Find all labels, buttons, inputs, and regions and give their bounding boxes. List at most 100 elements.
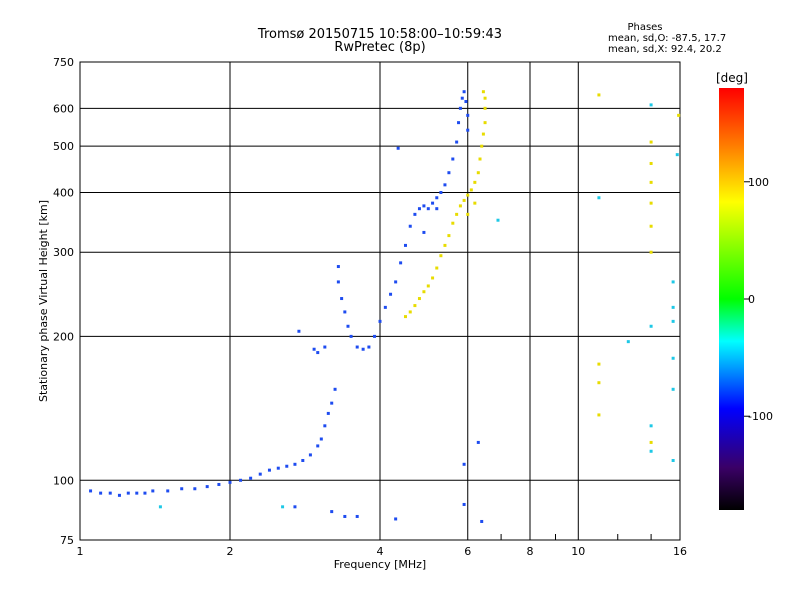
data-point-X (447, 234, 451, 238)
data-point-other (626, 340, 630, 344)
data-point-O (323, 424, 327, 428)
data-point-O (413, 212, 417, 216)
data-point-X (426, 284, 430, 288)
data-point-O (340, 297, 344, 301)
data-point-X (422, 290, 426, 294)
data-point-O (394, 517, 398, 521)
data-point-O (258, 472, 262, 476)
data-point-X (443, 243, 447, 247)
data-point-X (466, 212, 470, 216)
data-point-O (89, 489, 93, 493)
data-point-X (466, 193, 470, 197)
colorbar-tick-label: 0 (748, 293, 755, 306)
x-tick-label: 2 (227, 545, 234, 558)
data-point-X (451, 221, 455, 225)
data-point-X (649, 140, 653, 144)
data-point-X (413, 304, 417, 308)
data-point-X (597, 362, 601, 366)
data-point-X (473, 180, 477, 184)
data-point-X (597, 381, 601, 385)
data-point-O (476, 440, 480, 444)
data-point-other (649, 324, 653, 328)
data-point-O (293, 505, 297, 509)
data-point-X (403, 315, 407, 319)
data-point-O (435, 196, 439, 200)
data-point-O (443, 183, 447, 187)
y-tick-label: 400 (53, 186, 74, 199)
y-tick-label: 75 (60, 534, 74, 547)
colorbar (719, 88, 744, 510)
data-point-O (355, 514, 359, 518)
data-point-O (205, 485, 209, 489)
data-point-X (481, 132, 485, 136)
data-point-O (435, 207, 439, 211)
data-point-O (151, 489, 155, 493)
data-point-other (649, 449, 653, 453)
data-point-O (457, 121, 461, 125)
data-point-other (671, 319, 675, 323)
data-point-O (336, 265, 340, 269)
data-point-O (330, 510, 334, 514)
data-point-X (677, 113, 681, 117)
colorbar-tick-label: -100 (748, 410, 773, 423)
data-point-O (408, 224, 412, 228)
data-point-O (417, 207, 421, 211)
data-point-O (319, 437, 323, 441)
data-point-X (597, 93, 601, 97)
figure-subtitle: RwPretec (8p) (334, 40, 426, 55)
data-point-O (389, 292, 393, 296)
data-point-O (336, 280, 340, 284)
data-point-O (316, 444, 320, 448)
data-point-O (330, 401, 334, 405)
data-point-X (458, 204, 462, 208)
data-point-other (158, 505, 162, 509)
colorbar-tick-label: 100 (748, 176, 769, 189)
data-point-O (312, 347, 316, 351)
data-point-X (483, 106, 487, 110)
data-point-O (349, 334, 353, 338)
x-tick-label: 6 (464, 545, 471, 558)
data-point-X (439, 254, 443, 258)
y-axis-label: Stationary phase Virtual Height [km] (37, 200, 50, 402)
data-point-X (462, 198, 466, 202)
data-point-O (447, 171, 451, 175)
data-point-other (671, 280, 675, 284)
data-point-O (217, 482, 221, 486)
data-point-O (462, 462, 466, 466)
data-point-O (431, 201, 435, 205)
data-point-O (323, 345, 327, 349)
data-point-O (466, 113, 470, 117)
data-point-O (458, 106, 462, 110)
data-point-X (649, 224, 653, 228)
data-point-X (483, 121, 487, 125)
data-point-O (99, 491, 103, 495)
data-point-O (117, 493, 121, 497)
data-point-O (422, 230, 426, 234)
y-tick-label: 600 (53, 102, 74, 115)
data-point-X (481, 90, 485, 94)
data-point-O (297, 329, 301, 333)
data-point-O (193, 487, 197, 491)
data-point-O (466, 128, 470, 132)
data-point-other (675, 153, 679, 157)
phase-stats-heading: Phases (627, 22, 663, 33)
data-point-O (180, 487, 184, 491)
data-point-O (439, 190, 443, 194)
data-point-other (671, 356, 675, 360)
x-tick-label: 8 (527, 545, 534, 558)
data-point-O (343, 514, 347, 518)
figure-title: Tromsø 20150715 10:58:00–10:59:43 (257, 27, 503, 42)
data-point-O (301, 458, 305, 462)
data-point-other (671, 458, 675, 462)
data-point-X (476, 171, 480, 175)
data-point-O (378, 319, 382, 323)
y-tick-label: 200 (53, 330, 74, 343)
data-point-O (228, 480, 232, 484)
data-point-X (469, 188, 473, 192)
colorbar-ticks: 100 0 -100 (744, 176, 773, 423)
data-point-O (108, 491, 112, 495)
data-point-other (281, 505, 285, 509)
data-point-O (367, 345, 371, 349)
